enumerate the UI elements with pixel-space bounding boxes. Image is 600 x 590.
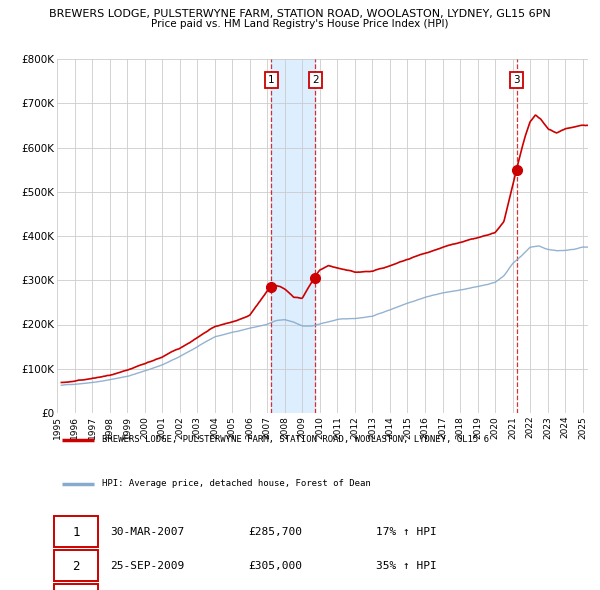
Text: 17% ↑ HPI: 17% ↑ HPI xyxy=(376,527,436,537)
FancyBboxPatch shape xyxy=(55,516,98,548)
Text: 1: 1 xyxy=(73,526,80,539)
Text: 1: 1 xyxy=(268,75,275,85)
Text: 30-MAR-2007: 30-MAR-2007 xyxy=(110,527,184,537)
Text: 35% ↑ HPI: 35% ↑ HPI xyxy=(376,562,436,571)
FancyBboxPatch shape xyxy=(55,550,98,581)
Text: Price paid vs. HM Land Registry's House Price Index (HPI): Price paid vs. HM Land Registry's House … xyxy=(151,19,449,29)
FancyBboxPatch shape xyxy=(55,585,98,590)
Text: £305,000: £305,000 xyxy=(248,562,302,571)
Text: 2: 2 xyxy=(312,75,319,85)
Text: 2: 2 xyxy=(73,560,80,573)
Text: BREWERS LODGE, PULSTERWYNE FARM, STATION ROAD, WOOLASTON, LYDNEY, GL15 6PN: BREWERS LODGE, PULSTERWYNE FARM, STATION… xyxy=(49,9,551,19)
Text: 25-SEP-2009: 25-SEP-2009 xyxy=(110,562,184,571)
Text: £285,700: £285,700 xyxy=(248,527,302,537)
Text: HPI: Average price, detached house, Forest of Dean: HPI: Average price, detached house, Fore… xyxy=(102,480,371,489)
Text: 3: 3 xyxy=(514,75,520,85)
Text: BREWERS LODGE, PULSTERWYNE FARM, STATION ROAD, WOOLASTON, LYDNEY, GL15 6: BREWERS LODGE, PULSTERWYNE FARM, STATION… xyxy=(102,435,489,444)
Bar xyxy=(271,59,315,413)
